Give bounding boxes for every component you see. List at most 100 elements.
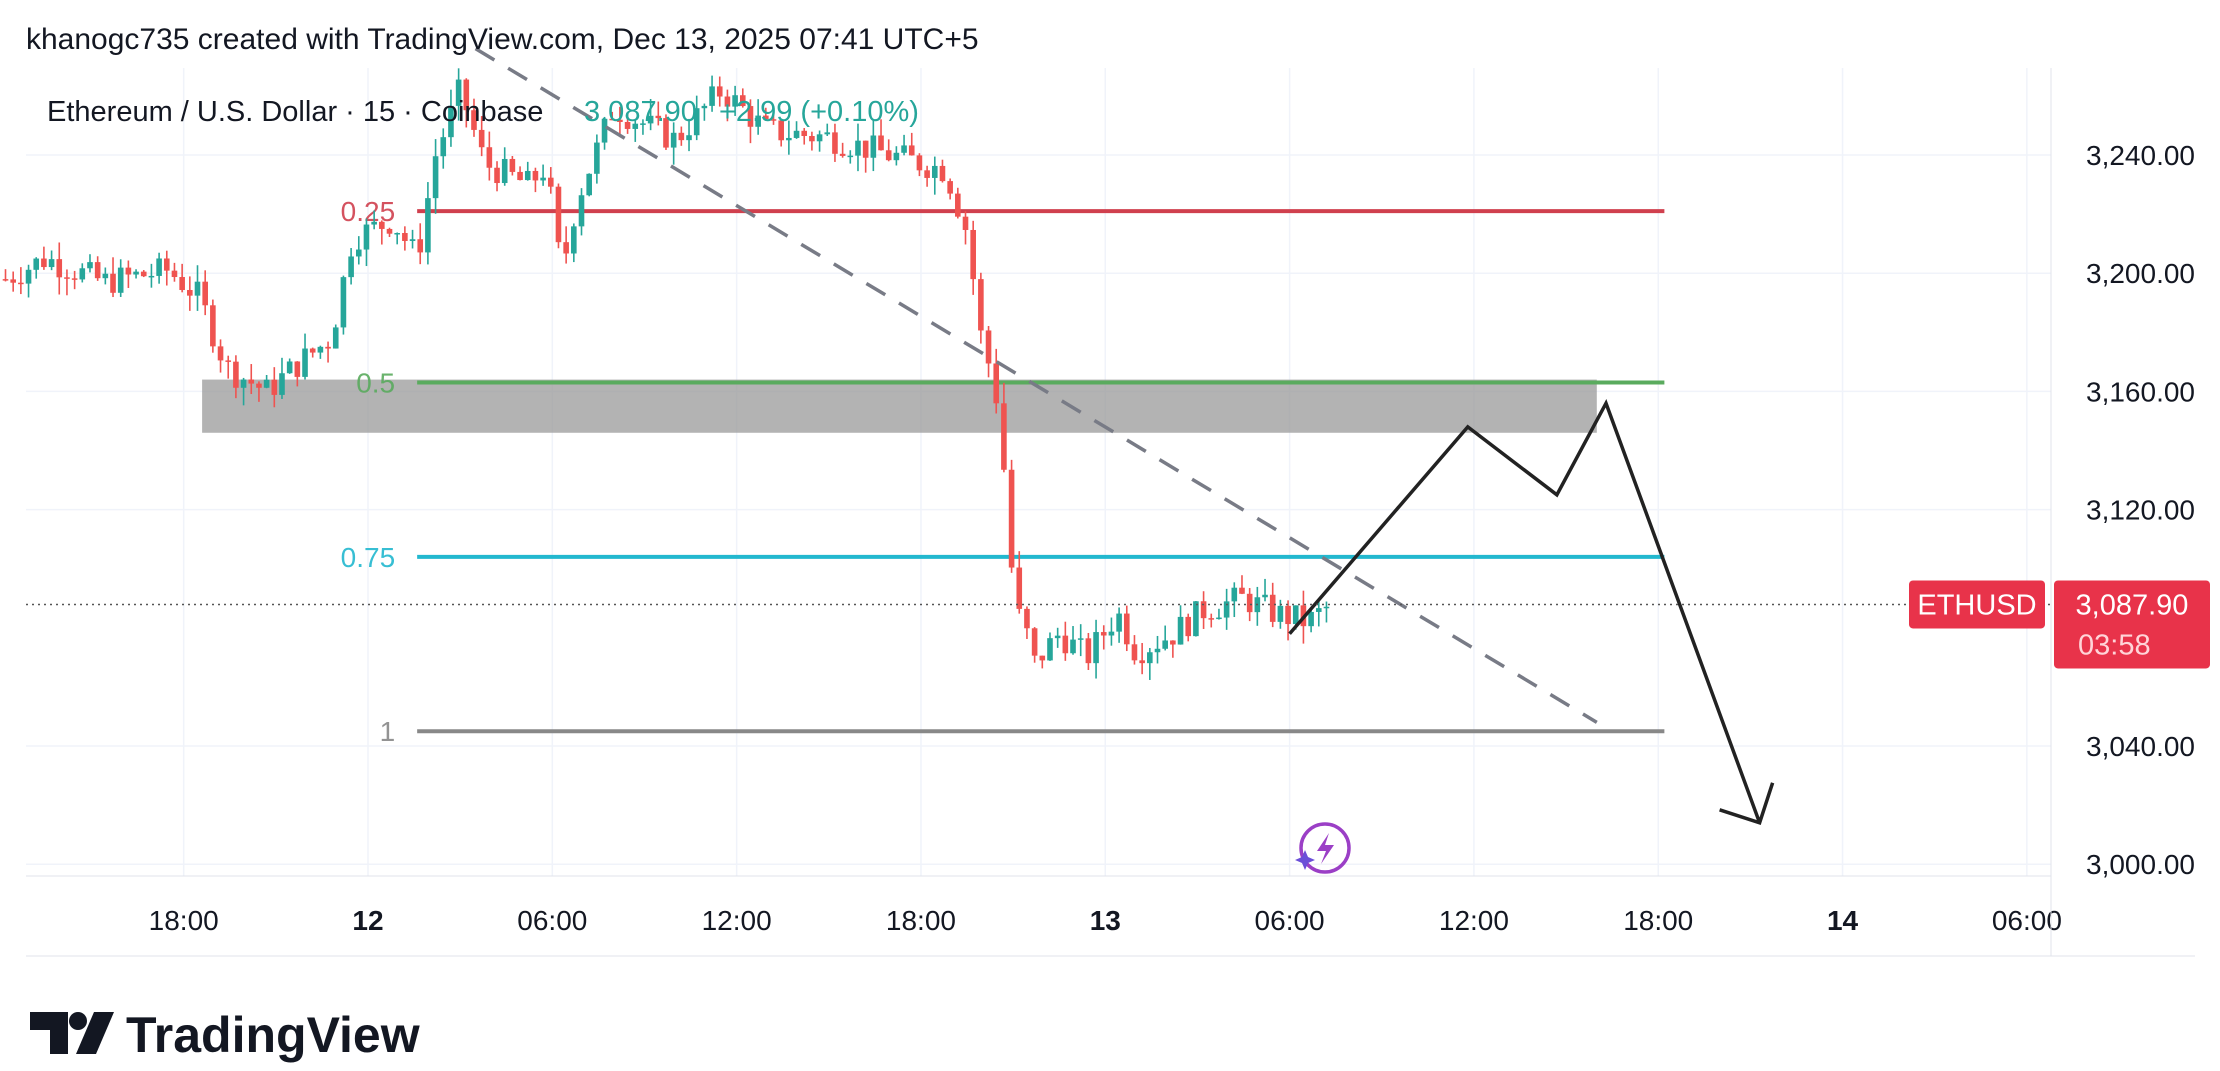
candle-body	[755, 115, 761, 127]
candle-body	[402, 233, 408, 242]
candle-body	[816, 134, 823, 142]
candle-body	[1085, 638, 1092, 664]
candle-body	[340, 277, 347, 328]
candle-body	[133, 271, 139, 275]
candle-body	[517, 171, 523, 181]
y-tick-label: 3,040.00	[2086, 731, 2195, 762]
candle-body	[809, 136, 815, 142]
candle-body	[862, 140, 869, 158]
candle-body	[701, 105, 708, 109]
candle-body	[578, 195, 585, 227]
candle-body	[824, 132, 831, 135]
candle-body	[1093, 632, 1099, 664]
candle-body	[1062, 635, 1069, 654]
candle-body	[1177, 616, 1184, 645]
candle-body	[1308, 611, 1314, 627]
candle-body	[294, 361, 301, 377]
tv-logo-mark-left	[30, 1012, 68, 1054]
candle-body	[985, 330, 992, 364]
candle-body	[1077, 638, 1084, 640]
y-tick-label: 3,000.00	[2086, 849, 2195, 880]
x-tick-label: 18:00	[149, 905, 219, 936]
candle-body	[763, 115, 769, 120]
candle-body	[56, 259, 63, 278]
candle-body	[1185, 616, 1192, 637]
candle-body	[601, 118, 608, 143]
candle-body	[179, 277, 185, 290]
price-tag: 3,087.90 03:58	[2054, 580, 2210, 669]
candle-body	[332, 327, 339, 349]
candle-body	[893, 152, 900, 161]
y-tick-label: 3,160.00	[2086, 376, 2195, 407]
candle-body	[1147, 652, 1153, 664]
candle-body	[448, 105, 454, 138]
candle-body	[1170, 640, 1176, 645]
candle-body	[1070, 639, 1076, 654]
candle-body	[217, 346, 224, 361]
candle-body	[747, 106, 754, 127]
candle-body	[563, 242, 569, 254]
candle-body	[102, 273, 109, 279]
candle-body	[832, 132, 838, 154]
tv-logo-mark-right	[76, 1012, 114, 1054]
candle-body	[509, 158, 516, 172]
x-tick-label: 12:00	[1439, 905, 1509, 936]
candle-body	[540, 177, 546, 181]
fib-level-label: 0.25	[341, 196, 396, 227]
lightning-icon[interactable]	[1295, 822, 1351, 874]
candle-body	[955, 193, 961, 217]
sr-zone-layer	[202, 379, 1597, 433]
candle-body	[571, 226, 577, 254]
candle-body	[256, 383, 262, 388]
lightning-icon-bolt	[1317, 833, 1334, 864]
candle-body	[148, 275, 155, 278]
symbol-tag-text: ETHUSD	[1917, 589, 2036, 621]
candle-body	[240, 379, 247, 388]
candle-body	[724, 96, 731, 107]
candle-body	[1262, 594, 1268, 598]
y-tick-label: 3,240.00	[2086, 140, 2195, 171]
candle-body	[225, 360, 232, 362]
candle-body	[125, 267, 132, 275]
candle-body	[609, 118, 616, 121]
sparkle-icon	[1295, 850, 1315, 870]
candle-body	[1269, 594, 1276, 622]
candle-body	[1285, 605, 1291, 625]
candle-body	[970, 229, 976, 280]
candle-body	[1116, 613, 1122, 632]
candle-body	[163, 258, 170, 271]
candle-body	[1131, 644, 1138, 661]
candle-body	[1239, 587, 1245, 594]
candle-body	[1315, 608, 1322, 612]
tv-logo-mark-dot	[69, 1012, 87, 1030]
x-tick-label: 06:00	[1992, 905, 2062, 936]
candle-body	[678, 132, 685, 141]
candle-body	[425, 198, 431, 253]
candle-body	[924, 170, 930, 178]
x-tick-label: 14	[1827, 905, 1859, 936]
fib-retracement: 0.25 0.5 0.75 1	[341, 196, 1665, 747]
candle-body	[908, 145, 915, 156]
candle-body	[1154, 648, 1161, 653]
candle-body	[355, 249, 362, 257]
candle-body	[371, 221, 377, 225]
candle-body	[94, 262, 101, 279]
candle-body	[33, 258, 40, 270]
candle-body	[25, 269, 32, 284]
candle-body	[1016, 567, 1023, 609]
candle-body	[302, 348, 308, 377]
candle-body	[640, 123, 646, 125]
legend-symbol[interactable]: Ethereum / U.S. Dollar · 15 · Coinbase	[47, 96, 543, 128]
candle-body	[1208, 618, 1215, 620]
candle-body	[1231, 587, 1238, 602]
candle-body	[363, 224, 370, 250]
price-tag-countdown: 03:58	[2078, 629, 2151, 661]
candle-body	[693, 108, 700, 136]
candle-body	[48, 259, 55, 268]
candle-body	[962, 216, 969, 230]
candle-body	[532, 170, 539, 181]
candle-body	[386, 228, 393, 234]
candle-body	[716, 86, 723, 97]
candle-body	[2, 279, 9, 281]
projection-path	[1288, 398, 1762, 824]
